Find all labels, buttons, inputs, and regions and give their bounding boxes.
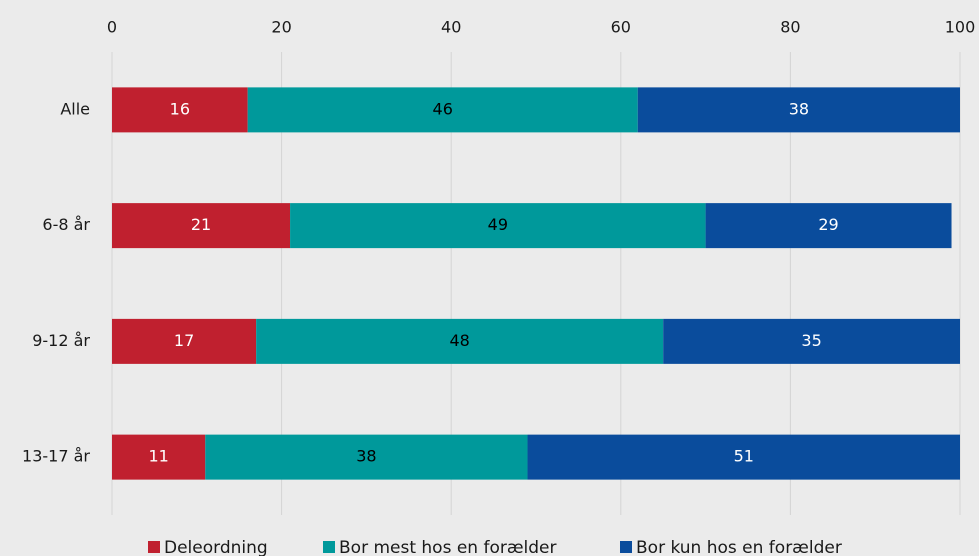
- x-tick-label: 100: [945, 18, 976, 37]
- bar-segment: [637, 87, 960, 133]
- data-label: 46: [433, 99, 453, 118]
- y-tick-label: 9-12 år: [32, 331, 90, 350]
- legend-swatch: [148, 541, 160, 553]
- x-tick-label: 40: [441, 18, 461, 37]
- bar-segment: [527, 434, 960, 480]
- data-label: 51: [734, 447, 754, 466]
- legend-label: Bor kun hos en forælder: [636, 538, 842, 556]
- legend-swatch: [620, 541, 632, 553]
- bar-segment: [112, 203, 291, 249]
- x-tick-label: 60: [611, 18, 631, 37]
- bar-segment: [705, 203, 952, 249]
- y-tick-label: 13-17 år: [22, 447, 90, 466]
- legend-label: Deleordning: [164, 538, 268, 556]
- legend-swatch: [323, 541, 335, 553]
- x-tick-label: 80: [780, 18, 800, 37]
- data-label: 17: [174, 331, 194, 350]
- data-label: 16: [170, 99, 190, 118]
- data-label: 48: [450, 331, 470, 350]
- bar-segment: [290, 203, 706, 249]
- bar-segment: [112, 318, 257, 364]
- bar-segment: [112, 87, 248, 133]
- data-label: 35: [801, 331, 821, 350]
- data-label: 38: [789, 99, 809, 118]
- data-label: 29: [818, 215, 838, 234]
- bar-segment: [112, 434, 206, 480]
- bar-segment: [247, 87, 638, 133]
- legend-label: Bor mest hos en forælder: [339, 538, 557, 556]
- data-label: 21: [191, 215, 211, 234]
- bar-segment: [663, 318, 960, 364]
- data-label: 38: [356, 447, 376, 466]
- x-tick-label: 0: [107, 18, 117, 37]
- bar-segment: [205, 434, 528, 480]
- bar-segment: [256, 318, 664, 364]
- x-tick-label: 20: [271, 18, 291, 37]
- y-tick-label: Alle: [60, 99, 90, 118]
- data-label: 49: [488, 215, 508, 234]
- y-tick-label: 6-8 år: [42, 215, 90, 234]
- data-label: 11: [148, 447, 168, 466]
